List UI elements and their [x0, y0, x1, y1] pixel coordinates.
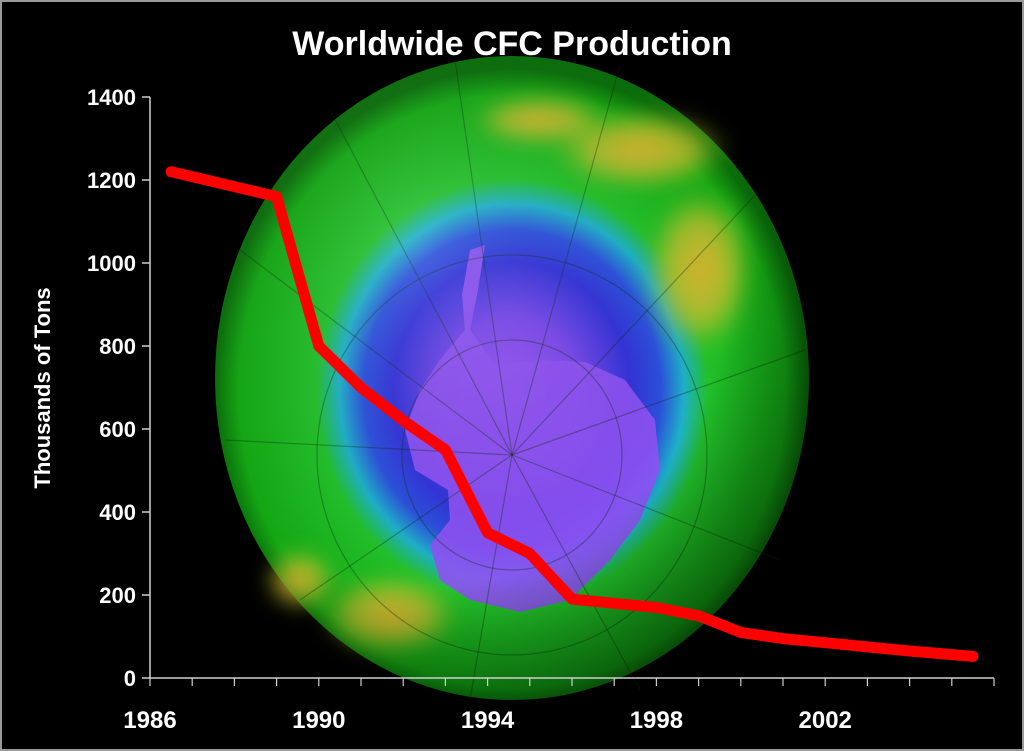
data-point [442, 446, 449, 453]
chart-title: Worldwide CFC Production [292, 25, 731, 63]
data-point [822, 639, 829, 646]
x-axis-ticks: 1986 1990 1994 1998 2002 [123, 678, 995, 734]
data-point [400, 417, 407, 424]
x-tick-label: 2002 [799, 707, 852, 734]
data-point [484, 529, 491, 536]
data-point [569, 596, 575, 603]
data-point [969, 653, 976, 660]
series-layer [165, 166, 979, 662]
data-point [906, 648, 913, 655]
y-axis-label: Thousands of Tons [30, 287, 55, 488]
data-point [737, 629, 744, 636]
y-tick-label: 200 [99, 583, 136, 608]
y-tick-label: 1200 [87, 168, 136, 193]
data-point [358, 384, 364, 391]
ozone-globe-image [215, 56, 809, 701]
y-tick-label: 1400 [87, 85, 136, 110]
x-tick-label: 1998 [630, 707, 683, 734]
series-line [165, 166, 979, 662]
data-point [864, 643, 871, 650]
x-tick-label: 1994 [461, 707, 515, 734]
data-point [780, 635, 786, 642]
y-tick-label: 0 [124, 666, 136, 691]
x-tick-label: 1990 [292, 707, 345, 734]
data-point [273, 193, 280, 200]
y-tick-label: 600 [99, 417, 136, 442]
y-tick-label: 800 [99, 334, 136, 359]
data-point [526, 550, 533, 557]
data-point [695, 612, 702, 619]
data-point [611, 600, 618, 607]
y-axis-ticks: 0 200 400 600 800 1000 1200 1400 [87, 85, 150, 691]
data-point [653, 604, 660, 611]
x-tick-label: 1986 [123, 707, 176, 734]
y-tick-label: 1000 [87, 251, 136, 276]
data-point [168, 168, 175, 175]
data-point [315, 343, 322, 349]
y-tick-label: 400 [99, 500, 136, 525]
